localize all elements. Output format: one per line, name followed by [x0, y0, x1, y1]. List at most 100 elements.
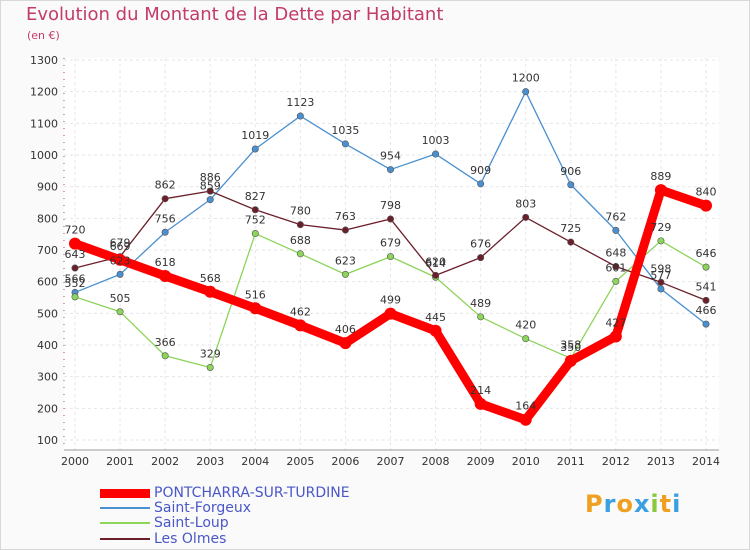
data-label-1: 1003: [422, 134, 450, 147]
legend-swatch: [100, 488, 150, 498]
proxiti-logo: Proxiti: [585, 490, 681, 518]
x-tick-label: 2012: [602, 455, 630, 468]
data-label-0: 720: [65, 224, 86, 237]
data-point-0: [519, 413, 532, 426]
y-tick-label: 200: [37, 402, 58, 415]
data-label-1: 906: [560, 165, 581, 178]
x-tick-label: 2003: [196, 455, 224, 468]
y-tick-label: 500: [37, 307, 58, 320]
logo-letter: r: [603, 490, 617, 518]
data-label-1: 466: [696, 304, 717, 317]
legend-label: Saint-Forgeux: [154, 500, 252, 516]
data-label-2: 614: [425, 257, 446, 270]
data-point-2: [296, 250, 304, 258]
data-point-0: [474, 397, 487, 410]
data-label-2: 489: [470, 297, 491, 310]
x-tick-label: 2002: [151, 455, 179, 468]
data-point-0: [564, 354, 577, 367]
legend-swatch: [100, 507, 150, 509]
logo-letter: i: [650, 490, 660, 518]
legend-item-pontcharra: PONTCHARRA-SUR-TURDINE: [100, 485, 350, 501]
data-label-2: 679: [380, 237, 401, 250]
data-label-2: 552: [65, 277, 86, 290]
data-label-2: 688: [290, 234, 311, 247]
data-point-1: [386, 166, 394, 174]
data-label-2: 366: [155, 336, 176, 349]
data-label-2: 420: [515, 319, 536, 332]
data-label-3: 643: [65, 248, 86, 261]
data-label-1: 1019: [241, 129, 269, 142]
data-point-3: [386, 215, 394, 223]
data-label-1: 954: [380, 150, 401, 163]
data-point-3: [522, 213, 530, 221]
y-tick-label: 1200: [30, 86, 58, 99]
y-tick-label: 600: [37, 276, 58, 289]
data-label-1: 762: [605, 210, 626, 223]
x-tick-label: 2001: [106, 455, 134, 468]
x-tick-label: 2006: [331, 455, 359, 468]
x-tick-label: 2000: [61, 455, 89, 468]
data-point-3: [657, 278, 665, 286]
legend-item-les-olmes: Les Olmes: [100, 531, 226, 547]
data-point-2: [341, 270, 349, 278]
data-point-1: [206, 196, 214, 204]
data-point-0: [609, 330, 622, 343]
data-label-1: 859: [200, 180, 221, 193]
data-point-2: [251, 230, 259, 238]
unit-label: (en €): [27, 29, 60, 42]
data-label-0: 669: [110, 240, 131, 253]
legend-label: Saint-Loup: [154, 515, 229, 531]
data-point-1: [522, 88, 530, 96]
data-label-1: 1200: [512, 72, 540, 85]
data-label-1: 577: [650, 269, 671, 282]
data-point-1: [251, 145, 259, 153]
data-label-2: 329: [200, 347, 221, 360]
x-tick-label: 2008: [422, 455, 450, 468]
data-label-3: 886: [200, 171, 221, 184]
data-point-2: [477, 313, 485, 321]
x-tick-label: 2013: [647, 455, 675, 468]
data-label-1: 623: [110, 254, 131, 267]
data-label-2: 623: [335, 254, 356, 267]
logo-letter: i: [672, 490, 682, 518]
data-label-3: 598: [650, 262, 671, 275]
data-label-3: 725: [560, 222, 581, 235]
legend-label: PONTCHARRA-SUR-TURDINE: [154, 485, 350, 501]
data-label-1: 756: [155, 212, 176, 225]
data-point-3: [702, 296, 710, 304]
x-tick-label: 2007: [377, 455, 405, 468]
y-tick-label: 100: [37, 434, 58, 447]
x-tick-label: 2014: [692, 455, 720, 468]
data-point-3: [612, 262, 620, 270]
data-label-0: 462: [290, 305, 311, 318]
legend-item-saint-loup: Saint-Loup: [100, 515, 229, 531]
data-label-2: 358: [560, 338, 581, 351]
data-point-0: [294, 319, 307, 332]
data-label-3: 676: [470, 238, 491, 251]
data-label-1: 1123: [286, 96, 314, 109]
data-label-0: 499: [380, 294, 401, 307]
y-tick-label: 400: [37, 339, 58, 352]
legend-label: Les Olmes: [154, 531, 227, 547]
data-point-0: [654, 184, 667, 197]
data-label-0: 840: [696, 186, 717, 199]
data-label-0: 350: [560, 341, 581, 354]
y-tick-label: 1300: [30, 54, 58, 67]
data-point-1: [657, 285, 665, 293]
data-point-0: [249, 302, 262, 315]
data-point-2: [386, 253, 394, 261]
data-point-1: [702, 320, 710, 328]
data-label-0: 889: [650, 170, 671, 183]
data-point-0: [159, 269, 172, 282]
data-point-1: [341, 140, 349, 148]
data-point-0: [384, 307, 397, 320]
data-label-2: 729: [650, 221, 671, 234]
logo-letter: o: [616, 490, 634, 518]
y-tick-label: 1100: [30, 117, 58, 130]
data-point-3: [161, 195, 169, 203]
y-tick-label: 300: [37, 371, 58, 384]
data-point-3: [432, 271, 440, 279]
data-point-2: [612, 277, 620, 285]
data-point-2: [702, 263, 710, 271]
